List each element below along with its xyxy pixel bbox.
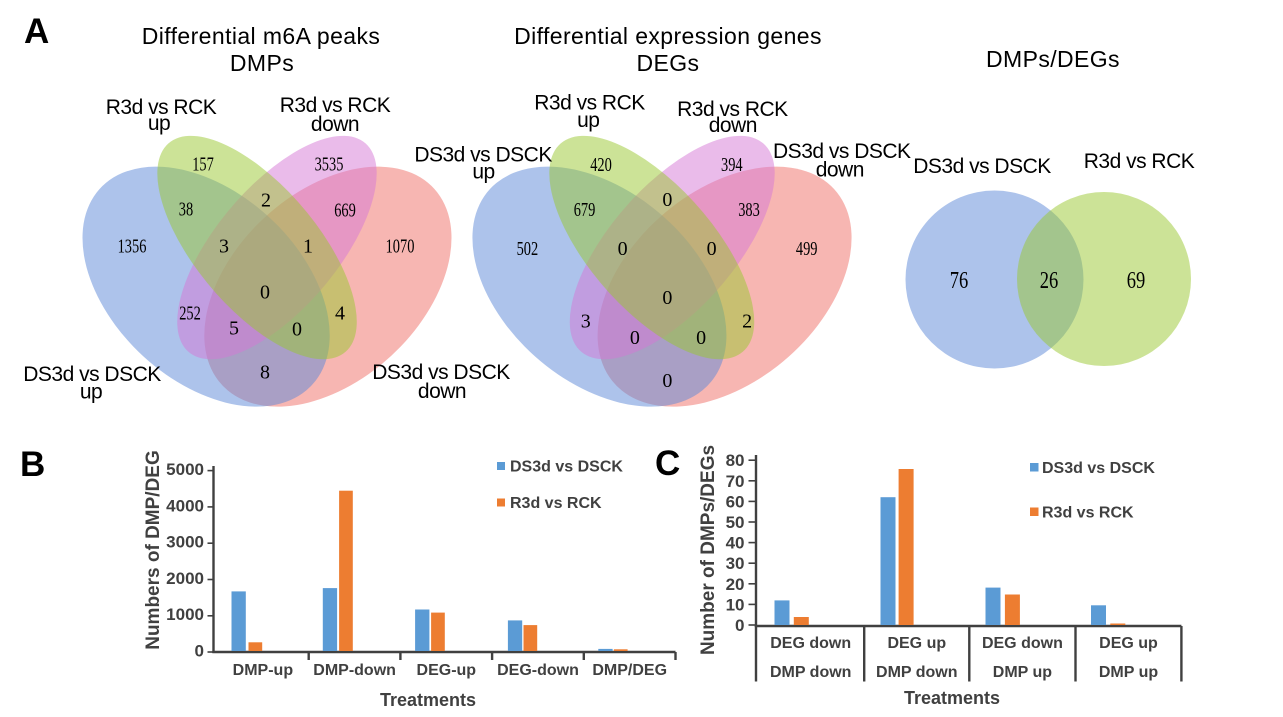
svg-text:2: 2 (261, 190, 271, 212)
svg-text:0: 0 (630, 327, 640, 349)
svg-text:0: 0 (662, 189, 672, 211)
svg-text:669: 669 (334, 200, 356, 222)
svg-text:1: 1 (303, 236, 313, 258)
svg-text:down: down (311, 113, 359, 136)
svg-text:3000: 3000 (166, 533, 204, 552)
svg-text:0: 0 (707, 238, 717, 260)
svg-text:80: 80 (726, 451, 745, 470)
svg-text:DMP/DEG: DMP/DEG (592, 662, 667, 679)
svg-text:38: 38 (179, 199, 193, 221)
svg-text:down: down (418, 380, 466, 403)
svg-text:394: 394 (721, 154, 743, 176)
svg-text:C: C (655, 444, 680, 483)
svg-text:502: 502 (517, 238, 539, 260)
svg-text:A: A (24, 12, 49, 51)
svg-text:down: down (709, 114, 757, 137)
svg-text:R3d vs RCK: R3d vs RCK (534, 92, 645, 115)
svg-text:DEG down: DEG down (982, 635, 1063, 652)
svg-text:Treatments: Treatments (904, 688, 1000, 708)
svg-text:DEG up: DEG up (887, 635, 946, 652)
svg-text:DS3d vs DSCK: DS3d vs DSCK (414, 144, 552, 167)
svg-text:DMP down: DMP down (770, 664, 851, 681)
svg-text:4: 4 (335, 303, 345, 325)
svg-text:DMP up: DMP up (993, 664, 1052, 681)
svg-text:0: 0 (618, 238, 628, 260)
svg-text:0: 0 (662, 370, 672, 392)
svg-text:2000: 2000 (166, 569, 204, 588)
svg-text:30: 30 (726, 554, 745, 573)
svg-text:down: down (816, 159, 864, 182)
svg-text:R3d vs RCK: R3d vs RCK (1084, 150, 1195, 173)
svg-text:40: 40 (726, 534, 745, 553)
svg-text:0: 0 (735, 616, 744, 635)
svg-text:5000: 5000 (166, 460, 204, 479)
svg-text:0: 0 (260, 282, 270, 304)
svg-text:69: 69 (1127, 268, 1146, 294)
svg-text:DMPs: DMPs (230, 50, 294, 76)
svg-text:252: 252 (179, 303, 201, 325)
svg-text:0: 0 (292, 319, 302, 341)
svg-text:up: up (80, 381, 102, 404)
svg-text:R3d vs RCK: R3d vs RCK (1042, 505, 1134, 522)
svg-text:R3d vs RCK: R3d vs RCK (106, 96, 217, 119)
svg-text:Number of DMPs/DEGs: Number of DMPs/DEGs (698, 445, 719, 655)
svg-text:DEGs: DEGs (637, 50, 700, 76)
svg-text:DMP-down: DMP-down (313, 662, 396, 679)
svg-text:420: 420 (590, 154, 612, 176)
svg-text:26: 26 (1040, 268, 1059, 294)
svg-text:0: 0 (696, 327, 706, 349)
svg-text:50: 50 (726, 513, 745, 532)
svg-text:60: 60 (726, 492, 745, 511)
svg-text:10: 10 (726, 595, 745, 614)
svg-text:Differential expression genes: Differential expression genes (514, 23, 822, 49)
svg-text:DMPs/DEGs: DMPs/DEGs (986, 46, 1120, 72)
svg-text:DS3d vs DSCK: DS3d vs DSCK (913, 155, 1051, 178)
svg-text:499: 499 (796, 238, 818, 260)
svg-text:R3d vs RCK: R3d vs RCK (677, 98, 788, 121)
svg-text:1356: 1356 (118, 236, 147, 258)
svg-text:R3d vs RCK: R3d vs RCK (510, 495, 602, 512)
svg-text:4000: 4000 (166, 496, 204, 515)
svg-text:8: 8 (260, 362, 270, 384)
svg-text:DMP down: DMP down (876, 664, 957, 681)
svg-text:DEG-up: DEG-up (417, 662, 477, 679)
svg-text:up: up (472, 161, 494, 184)
svg-text:0: 0 (195, 642, 204, 661)
svg-text:3: 3 (581, 311, 591, 333)
svg-text:up: up (148, 112, 170, 135)
svg-text:5: 5 (229, 318, 239, 340)
svg-text:3: 3 (219, 236, 229, 258)
svg-text:DMP up: DMP up (1099, 664, 1158, 681)
svg-text:DMP-up: DMP-up (233, 662, 294, 679)
svg-text:DEG-down: DEG-down (497, 662, 579, 679)
svg-text:DS3d vs DSCK: DS3d vs DSCK (23, 363, 161, 386)
svg-text:157: 157 (192, 154, 214, 176)
svg-text:3535: 3535 (315, 154, 344, 176)
svg-text:DS3d vs DSCK: DS3d vs DSCK (1042, 460, 1155, 477)
svg-text:DS3d vs DSCK: DS3d vs DSCK (773, 140, 911, 163)
svg-text:Numbers of DMP/DEG: Numbers of DMP/DEG (143, 450, 164, 650)
svg-text:DEG down: DEG down (770, 635, 851, 652)
svg-text:B: B (20, 445, 45, 484)
svg-text:R3d vs RCK: R3d vs RCK (280, 94, 391, 117)
svg-text:1070: 1070 (386, 236, 415, 258)
svg-text:up: up (577, 109, 599, 132)
svg-text:679: 679 (574, 199, 596, 221)
svg-text:20: 20 (726, 575, 745, 594)
svg-text:76: 76 (950, 268, 969, 294)
svg-text:DS3d vs DSCK: DS3d vs DSCK (510, 459, 623, 476)
svg-text:DEG up: DEG up (1099, 635, 1158, 652)
svg-text:Differential m6A peaks: Differential m6A peaks (142, 23, 381, 49)
svg-text:Treatments: Treatments (380, 690, 476, 710)
svg-text:2: 2 (742, 311, 752, 333)
svg-text:0: 0 (662, 287, 672, 309)
svg-text:70: 70 (726, 472, 745, 491)
svg-text:383: 383 (738, 199, 760, 221)
svg-text:1000: 1000 (166, 605, 204, 624)
svg-text:DS3d vs DSCK: DS3d vs DSCK (372, 361, 510, 384)
